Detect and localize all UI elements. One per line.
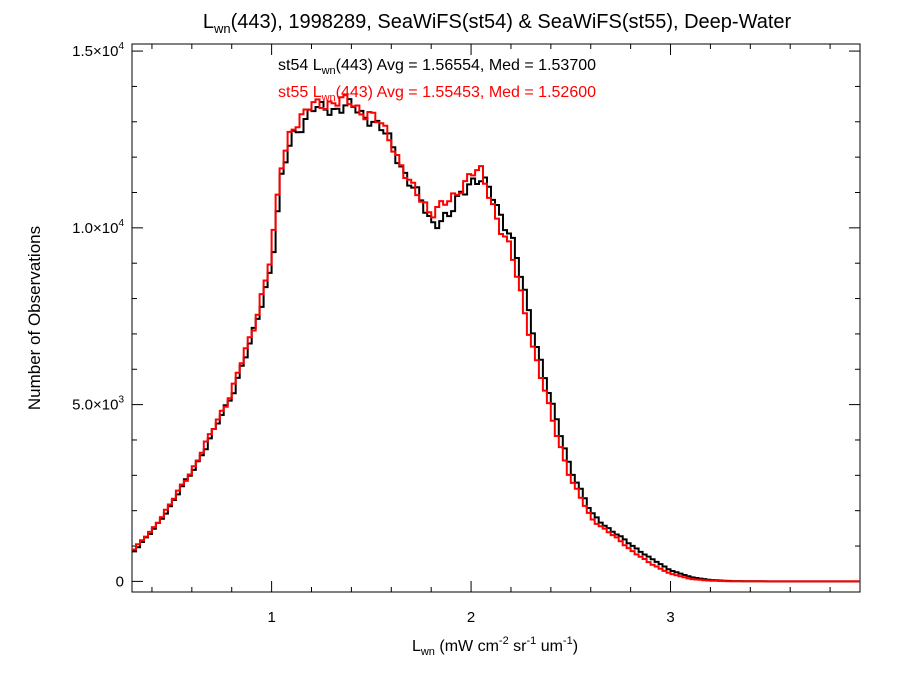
annotation-st55: st55 Lwn(443) Avg = 1.55453, Med = 1.526… [278,84,596,104]
y-axis-label: Number of Observations [25,226,44,410]
chart-title: Lwn(443), 1998289, SeaWiFS(st54) & SeaWi… [203,11,792,36]
axis-ticks [132,44,860,592]
x-tick-label-2: 3 [666,609,674,626]
plot-frame [131,43,861,593]
annotation-st54: st54 Lwn(443) Avg = 1.56554, Med = 1.537… [278,57,596,77]
series-st55-line [132,94,860,583]
x-tick-label-0: 1 [267,609,275,626]
y-tick-label-0: 0 [116,573,124,590]
y-tick-label-1: 5.0×103 [72,395,124,414]
series-group [132,94,860,583]
y-tick-label-3: 1.5×104 [72,41,124,60]
axis-tick-labels: 1 2 3 0 5.0×103 1.0×104 1.5×104 [72,41,675,626]
y-tick-label-2: 1.0×104 [72,218,124,237]
series-st54-line [132,98,860,583]
x-axis-label: Lwn (mW cm-2 sr-1 um-1) [412,635,578,658]
x-tick-label-1: 2 [467,609,475,626]
